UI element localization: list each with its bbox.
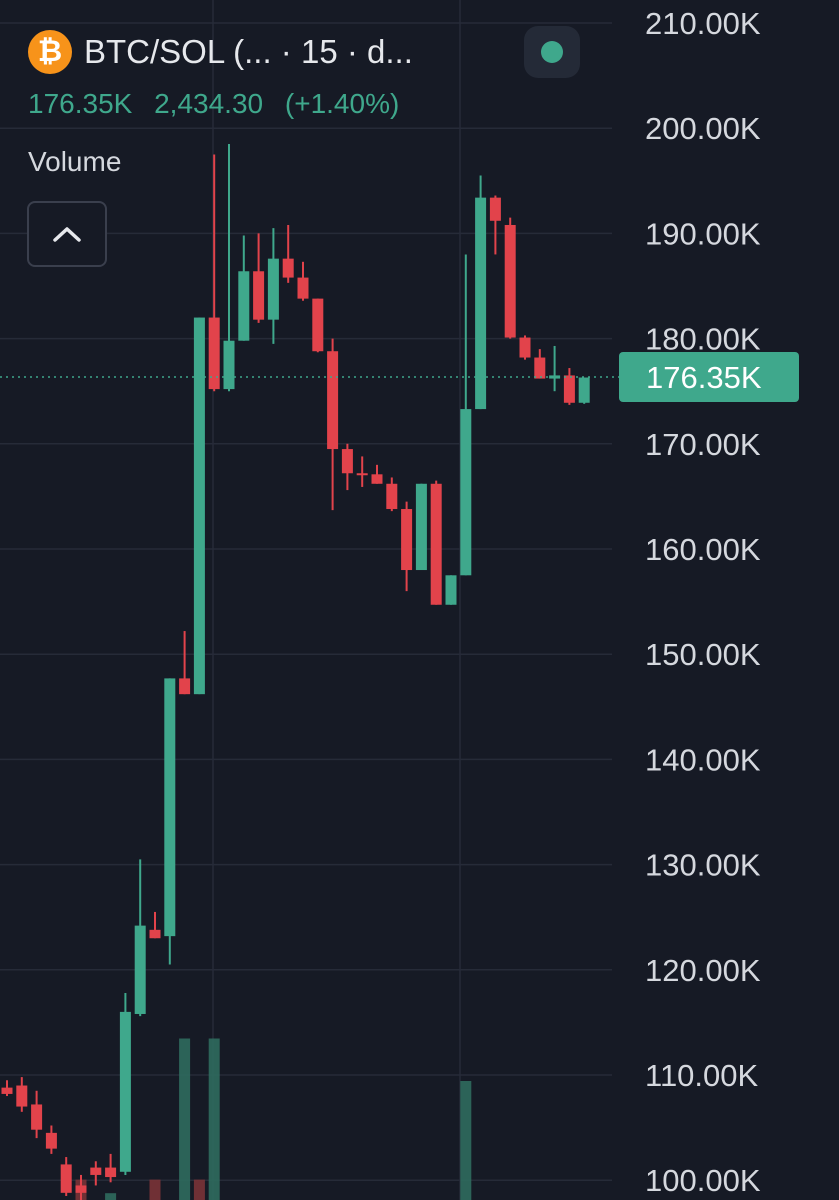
candle-body [1, 1087, 13, 1094]
candle-body [534, 357, 546, 379]
candle-body [60, 1164, 72, 1193]
candle-body [134, 925, 146, 1014]
candle-body [223, 340, 235, 390]
y-tick-label: 190.00K [645, 216, 761, 251]
candle-body [430, 483, 442, 605]
chart-header: ₿ BTC/SOL (... · 15 · d... [28, 26, 413, 78]
bitcoin-icon: ₿ [28, 30, 72, 74]
candle-body [75, 1185, 87, 1193]
volume-bar [208, 1038, 220, 1200]
candle-body [267, 258, 279, 320]
candle-body [282, 258, 294, 278]
y-tick-label: 130.00K [645, 848, 761, 883]
symbol-row[interactable]: ₿ BTC/SOL (... · 15 · d... [28, 26, 413, 78]
y-tick-label: 200.00K [645, 111, 761, 146]
y-tick-label: 140.00K [645, 742, 761, 777]
last-price-tag [619, 351, 799, 402]
y-tick-label: 210.00K [645, 6, 761, 41]
candle-body [45, 1132, 57, 1149]
volume-bar [149, 1179, 161, 1200]
candle-body [489, 197, 501, 221]
candle-body [90, 1167, 102, 1175]
candle-body [193, 317, 205, 695]
candle-body [312, 298, 324, 352]
candle-body [356, 473, 368, 476]
candle-body [31, 1104, 43, 1130]
candle-body [119, 1011, 131, 1172]
volume-indicator-label[interactable]: Volume [28, 146, 122, 177]
y-tick-label: 150.00K [645, 637, 761, 672]
y-tick-label: 100.00K [645, 1163, 761, 1198]
price-axis[interactable]: 210.00K 200.00K 190.00K 180.00K 170.00K 160.0… [619, 6, 799, 1198]
candle-body [386, 483, 398, 510]
last-price-tag-label: 176.35K [646, 360, 762, 395]
candle-body [179, 678, 191, 695]
candle-body [445, 575, 457, 605]
candle-body [16, 1085, 28, 1107]
candles [1, 143, 590, 1200]
candle-body [341, 449, 353, 474]
candle-body [549, 375, 561, 379]
candle-body [563, 375, 575, 403]
last-price-value: 176.35K [28, 88, 133, 119]
y-tick-label: 110.00K [645, 1058, 759, 1093]
candle-body [415, 483, 427, 571]
candle-body [297, 277, 309, 299]
candle-body [578, 377, 590, 403]
chevron-up-icon [53, 227, 81, 242]
y-tick-label: 180.00K [645, 322, 761, 357]
candle-body [164, 678, 176, 937]
y-tick-label: 170.00K [645, 427, 761, 462]
candle-body [519, 337, 531, 358]
candle-body [401, 509, 413, 571]
candle-body [475, 197, 487, 410]
candle-body [253, 271, 265, 320]
volume-bar [460, 1081, 472, 1200]
ohlc-legend: 176.35K 2,434.30 (+1.40%) [28, 88, 413, 120]
volume-bars [75, 1038, 472, 1200]
symbol-title[interactable]: BTC/SOL (... · 15 · d... [84, 33, 413, 70]
market-status-dot [541, 41, 563, 63]
volume-bar [193, 1179, 205, 1200]
candle-body [327, 351, 339, 450]
price-change: 2,434.30 [154, 88, 264, 119]
collapse-indicators-button[interactable] [27, 201, 107, 267]
y-tick-label: 120.00K [645, 953, 761, 988]
grid [0, 0, 612, 1200]
volume-bar [179, 1038, 191, 1200]
candle-body [504, 224, 516, 338]
candle-body [238, 271, 250, 341]
candle-body [208, 317, 220, 390]
candle-body [460, 409, 472, 576]
candle-body [105, 1167, 117, 1178]
candle-body [149, 929, 161, 939]
volume-bar [105, 1193, 117, 1200]
y-tick-label: 160.00K [645, 532, 761, 567]
price-change-percent: (+1.40%) [284, 88, 400, 119]
market-status-button[interactable] [524, 26, 580, 78]
candle-body [371, 474, 383, 484]
